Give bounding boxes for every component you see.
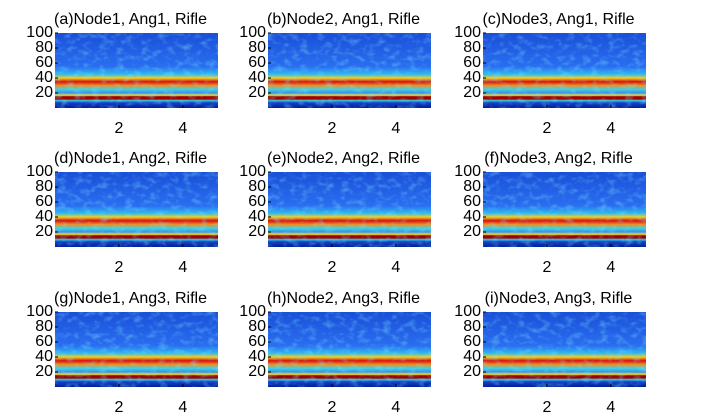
x-tick-label: 2 [114,399,123,416]
y-tick-label: 40 [248,348,266,365]
y-tick-label: 20 [248,363,266,380]
y-tick-label: 80 [248,318,266,335]
x-tick-label: 4 [178,120,187,137]
panel-title: (c)Node3, Ang1, Rifle [482,11,634,28]
x-tick-label: 2 [542,259,551,276]
y-tick-label: 60 [35,193,53,210]
y-tick-label: 100 [26,163,53,180]
y-tick-label: 80 [463,178,481,195]
y-tick-label: 20 [248,223,266,240]
y-tick-label: 60 [463,54,481,71]
y-tick-label: 40 [463,348,481,365]
y-tick-label: 40 [35,69,53,86]
y-tick-label: 60 [248,54,266,71]
y-tick-label: 80 [463,39,481,56]
spectrogram-texture [55,312,218,387]
y-tick-label: 80 [35,318,53,335]
y-tick-label: 100 [239,24,266,41]
x-tick-label: 4 [606,120,615,137]
y-tick-label: 60 [248,193,266,210]
y-tick-label: 20 [35,223,53,240]
y-tick-label: 80 [463,318,481,335]
x-tick-label: 2 [327,120,336,137]
panel-title: (a)Node1, Ang1, Rifle [54,11,207,28]
y-tick-label: 20 [463,363,481,380]
x-tick-label: 4 [606,399,615,416]
y-tick-label: 60 [463,193,481,210]
panel-title: (i)Node3, Ang3, Rifle [485,290,633,307]
y-tick-label: 100 [239,303,266,320]
spectrogram-texture [483,33,646,108]
y-tick-label: 20 [463,84,481,101]
y-tick-label: 100 [26,303,53,320]
y-tick-label: 40 [35,348,53,365]
x-tick-label: 4 [178,399,187,416]
y-tick-label: 80 [35,39,53,56]
y-tick-label: 100 [454,303,481,320]
y-tick-label: 80 [35,178,53,195]
panel-title: (e)Node2, Ang2, Rifle [267,150,420,167]
panel-title: (b)Node2, Ang1, Rifle [267,11,420,28]
y-tick-label: 80 [248,39,266,56]
y-tick-label: 80 [248,178,266,195]
y-tick-label: 20 [463,223,481,240]
y-tick-label: 60 [463,333,481,350]
spectrogram-texture [268,33,431,108]
y-tick-label: 60 [248,333,266,350]
panel-title: (h)Node2, Ang3, Rifle [267,290,420,307]
x-tick-label: 2 [114,259,123,276]
x-tick-label: 2 [542,120,551,137]
y-tick-label: 40 [463,69,481,86]
y-tick-label: 20 [248,84,266,101]
y-tick-label: 20 [35,84,53,101]
spectrogram-texture [55,172,218,247]
y-tick-label: 100 [454,163,481,180]
spectrogram-texture [55,33,218,108]
panel-title: (d)Node1, Ang2, Rifle [54,150,207,167]
spectrogram-texture [483,312,646,387]
y-tick-label: 40 [463,208,481,225]
x-tick-label: 4 [391,259,400,276]
panel-title: (f)Node3, Ang2, Rifle [484,150,633,167]
y-tick-label: 100 [26,24,53,41]
x-tick-label: 2 [114,120,123,137]
spectrogram-texture [268,172,431,247]
spectrogram-texture [268,312,431,387]
x-tick-label: 4 [391,120,400,137]
y-tick-label: 20 [35,363,53,380]
panel-title: (g)Node1, Ang3, Rifle [54,290,207,307]
x-tick-label: 2 [327,399,336,416]
x-tick-label: 4 [178,259,187,276]
y-tick-label: 40 [248,208,266,225]
y-tick-label: 100 [454,24,481,41]
y-tick-label: 60 [35,333,53,350]
spectrogram-texture [483,172,646,247]
x-tick-label: 4 [391,399,400,416]
y-tick-label: 100 [239,163,266,180]
x-tick-label: 4 [606,259,615,276]
y-tick-label: 60 [35,54,53,71]
x-tick-label: 2 [327,259,336,276]
y-tick-label: 40 [248,69,266,86]
x-tick-label: 2 [542,399,551,416]
y-tick-label: 40 [35,208,53,225]
